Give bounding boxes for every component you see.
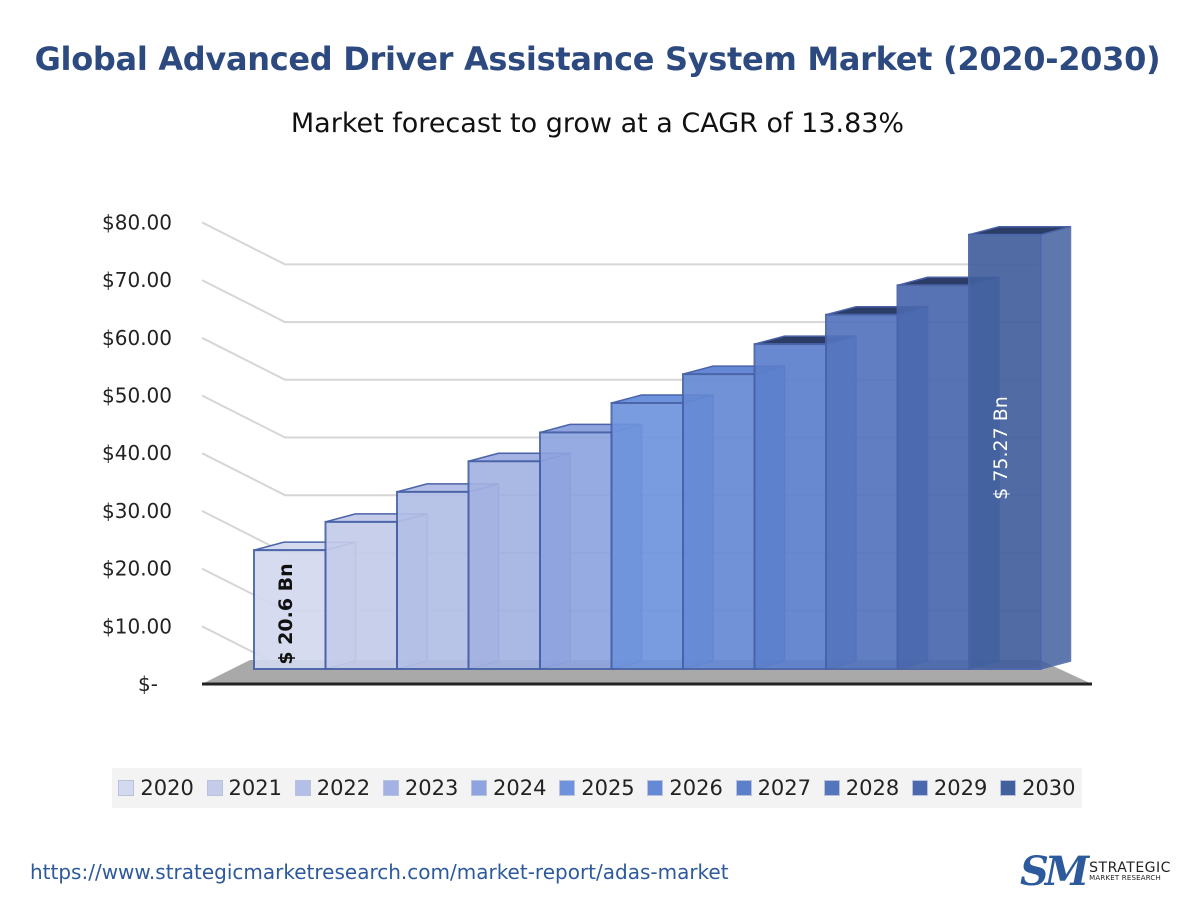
- legend-swatch: [559, 780, 576, 796]
- bar-chart: $- $10.00 $20.00 $30.00 $40.00 $50.00 $60.00 $7…: [102, 210, 1092, 696]
- legend-item-2025: 2025: [559, 776, 635, 800]
- y-tick-label: $80.00: [102, 210, 172, 234]
- y-tick-label: $30.00: [102, 499, 172, 523]
- bar-front: [968, 233, 1042, 670]
- legend-item-2022: 2022: [294, 776, 371, 800]
- legend-item-2029: 2029: [911, 776, 988, 800]
- y-tick-label: $60.00: [102, 326, 172, 350]
- legend-item-2020: 2020: [118, 776, 194, 800]
- legend-swatch: [647, 780, 664, 796]
- bar-front: [610, 402, 684, 670]
- legend-label: 2027: [757, 776, 812, 800]
- legend-label: 2023: [404, 776, 459, 800]
- legend-label: 2024: [493, 776, 547, 800]
- bar-front: [467, 460, 541, 670]
- bar-front: [682, 373, 756, 670]
- legend-swatch: [911, 780, 928, 796]
- y-tick-label: $50.00: [102, 384, 172, 408]
- legend-label: 2029: [933, 776, 988, 800]
- bar-front: [324, 520, 398, 670]
- bars: [253, 225, 1072, 670]
- y-tick-label: $10.00: [102, 614, 172, 638]
- bar-front: [396, 490, 470, 670]
- bar-2030: [968, 225, 1072, 670]
- legend-label: 2022: [316, 776, 371, 800]
- legend-swatch: [823, 780, 840, 796]
- legend-swatch: [1000, 780, 1017, 796]
- legend-item-2026: 2026: [647, 776, 723, 800]
- y-tick-label: $70.00: [102, 268, 172, 292]
- legend-swatch: [471, 780, 488, 796]
- legend-label: 2025: [581, 776, 635, 800]
- bar-front: [539, 431, 613, 670]
- legend-swatch: [206, 780, 223, 796]
- bar-front: [753, 343, 827, 670]
- chart-title: Global Advanced Driver Assistance System…: [34, 40, 1161, 78]
- bar-side: [1039, 225, 1072, 670]
- source-url[interactable]: https://www.strategicmarketresearch.com/…: [30, 860, 729, 884]
- legend-label: 2026: [669, 776, 723, 800]
- y-tick-label: $-: [138, 672, 158, 696]
- data-labels: $ 20.6 Bn $ 75.27 Bn: [275, 396, 1012, 664]
- logo-sub: MARKET RESEARCH: [1089, 874, 1161, 882]
- y-tick-label: $40.00: [102, 441, 172, 465]
- bar-front: [253, 549, 327, 670]
- legend-item-2023: 2023: [382, 776, 459, 800]
- bar-front: [896, 284, 970, 670]
- legend-label: 2028: [845, 776, 900, 800]
- legend-item-2021: 2021: [206, 776, 282, 800]
- legend-label: 2030: [1022, 776, 1076, 800]
- logo-mark: SM: [1020, 848, 1089, 895]
- y-axis-ticks: $- $10.00 $20.00 $30.00 $40.00 $50.00 $60.00 $7…: [102, 210, 172, 696]
- logo-text: STRATEGIC MARKET RESEARCH: [1089, 861, 1171, 882]
- legend-item-2024: 2024: [471, 776, 547, 800]
- data-label-2030: $ 75.27 Bn: [990, 396, 1012, 500]
- legend-label: 2021: [228, 776, 282, 800]
- grid-line: [201, 221, 1040, 266]
- company-logo: SM STRATEGIC MARKET RESEARCH: [1020, 848, 1171, 895]
- legend-item-2028: 2028: [823, 776, 900, 800]
- legend-label: 2020: [140, 776, 194, 800]
- chart-subtitle: Market forecast to grow at a CAGR of 13.…: [290, 108, 905, 139]
- data-label-2020: $ 20.6 Bn: [275, 563, 297, 664]
- bar-front: [825, 313, 899, 670]
- legend-item-2027: 2027: [735, 776, 812, 800]
- legend-swatch: [382, 780, 399, 796]
- legend-swatch: [735, 780, 752, 796]
- grid-line: [201, 279, 1040, 324]
- legend-swatch: [294, 780, 311, 796]
- legend-swatch: [118, 780, 135, 796]
- legend-item-2030: 2030: [1000, 776, 1076, 800]
- y-tick-label: $20.00: [102, 557, 172, 581]
- logo-name: STRATEGIC: [1089, 860, 1171, 876]
- legend: 2020 2021 2022 2023 2024 2025 2026 2027 2028 2029…: [112, 768, 1082, 808]
